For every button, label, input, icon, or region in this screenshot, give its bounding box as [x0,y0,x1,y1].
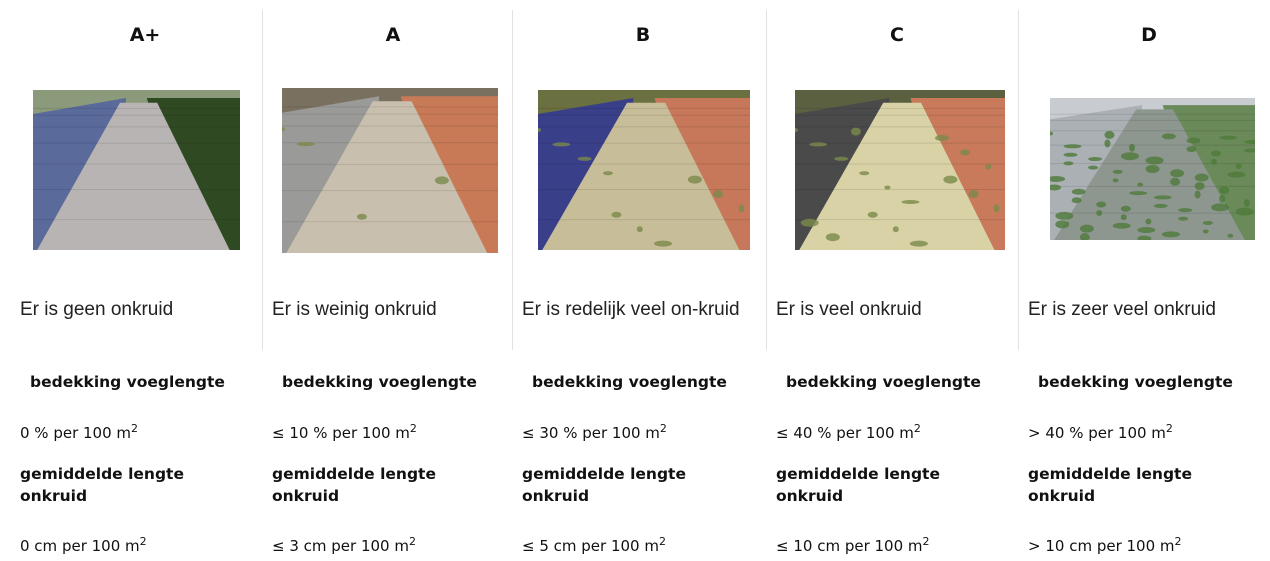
divider [512,10,513,350]
grade: C [770,24,1024,46]
length-exponent: 2 [140,535,147,548]
length-label: gemiddelde lengte onkruid [522,463,722,507]
coverage-exponent: 2 [131,422,138,435]
coverage-label: bedekking voeglengte [30,371,225,393]
photo [33,90,240,250]
length-exponent: 2 [1175,535,1182,548]
coverage-label: bedekking voeglengte [786,371,981,393]
coverage-value: ≤ 10 % per 100 m2 [272,422,417,442]
length-text: ≤ 3 cm per 100 m [272,537,409,555]
page: A+ Er is geen onkruid bedekking voeglengte… [0,0,1270,561]
length-label: gemiddelde lengte onkruid [272,463,472,507]
length-text: > 10 cm per 100 m [1028,537,1175,555]
coverage-exponent: 2 [1166,422,1173,435]
coverage-label: bedekking voeglengte [532,371,727,393]
coverage-value: > 40 % per 100 m2 [1028,422,1173,442]
column: A+ Er is geen onkruid bedekking voeglengte… [18,0,272,561]
length-text: 0 cm per 100 m [20,537,140,555]
coverage-exponent: 2 [410,422,417,435]
description: Er is redelijk veel on-kruid [522,296,758,323]
coverage-exponent: 2 [660,422,667,435]
length-exponent: 2 [659,535,666,548]
length-label: gemiddelde lengte onkruid [776,463,976,507]
length-exponent: 2 [409,535,416,548]
length-value: ≤ 10 cm per 100 m2 [776,535,930,555]
description: Er is veel onkruid [776,296,1012,323]
coverage-text: ≤ 40 % per 100 m [776,424,914,442]
photo [1050,98,1255,240]
coverage-value: ≤ 40 % per 100 m2 [776,422,921,442]
photo [282,88,498,253]
coverage-text: ≤ 30 % per 100 m [522,424,660,442]
coverage-text: > 40 % per 100 m [1028,424,1166,442]
divider [1018,10,1019,350]
coverage-label: bedekking voeglengte [1038,371,1233,393]
coverage-exponent: 2 [914,422,921,435]
length-value: 0 cm per 100 m2 [20,535,147,555]
length-exponent: 2 [923,535,930,548]
grade: D [1022,24,1270,46]
length-value: > 10 cm per 100 m2 [1028,535,1182,555]
length-text: ≤ 10 cm per 100 m [776,537,923,555]
grade: A+ [18,24,272,46]
description: Er is geen onkruid [20,296,256,323]
divider [262,10,263,350]
coverage-value: ≤ 30 % per 100 m2 [522,422,667,442]
divider [766,10,767,350]
coverage-text: ≤ 10 % per 100 m [272,424,410,442]
coverage-value: 0 % per 100 m2 [20,422,138,442]
length-label: gemiddelde lengte onkruid [1028,463,1228,507]
coverage-text: 0 % per 100 m [20,424,131,442]
length-value: ≤ 5 cm per 100 m2 [522,535,666,555]
length-text: ≤ 5 cm per 100 m [522,537,659,555]
photo [795,90,1005,250]
description: Er is zeer veel onkruid [1028,296,1264,323]
length-value: ≤ 3 cm per 100 m2 [272,535,416,555]
coverage-label: bedekking voeglengte [282,371,477,393]
length-label: gemiddelde lengte onkruid [20,463,220,507]
photo [538,90,750,250]
grade: B [516,24,770,46]
grade: A [266,24,520,46]
description: Er is weinig onkruid [272,296,508,323]
